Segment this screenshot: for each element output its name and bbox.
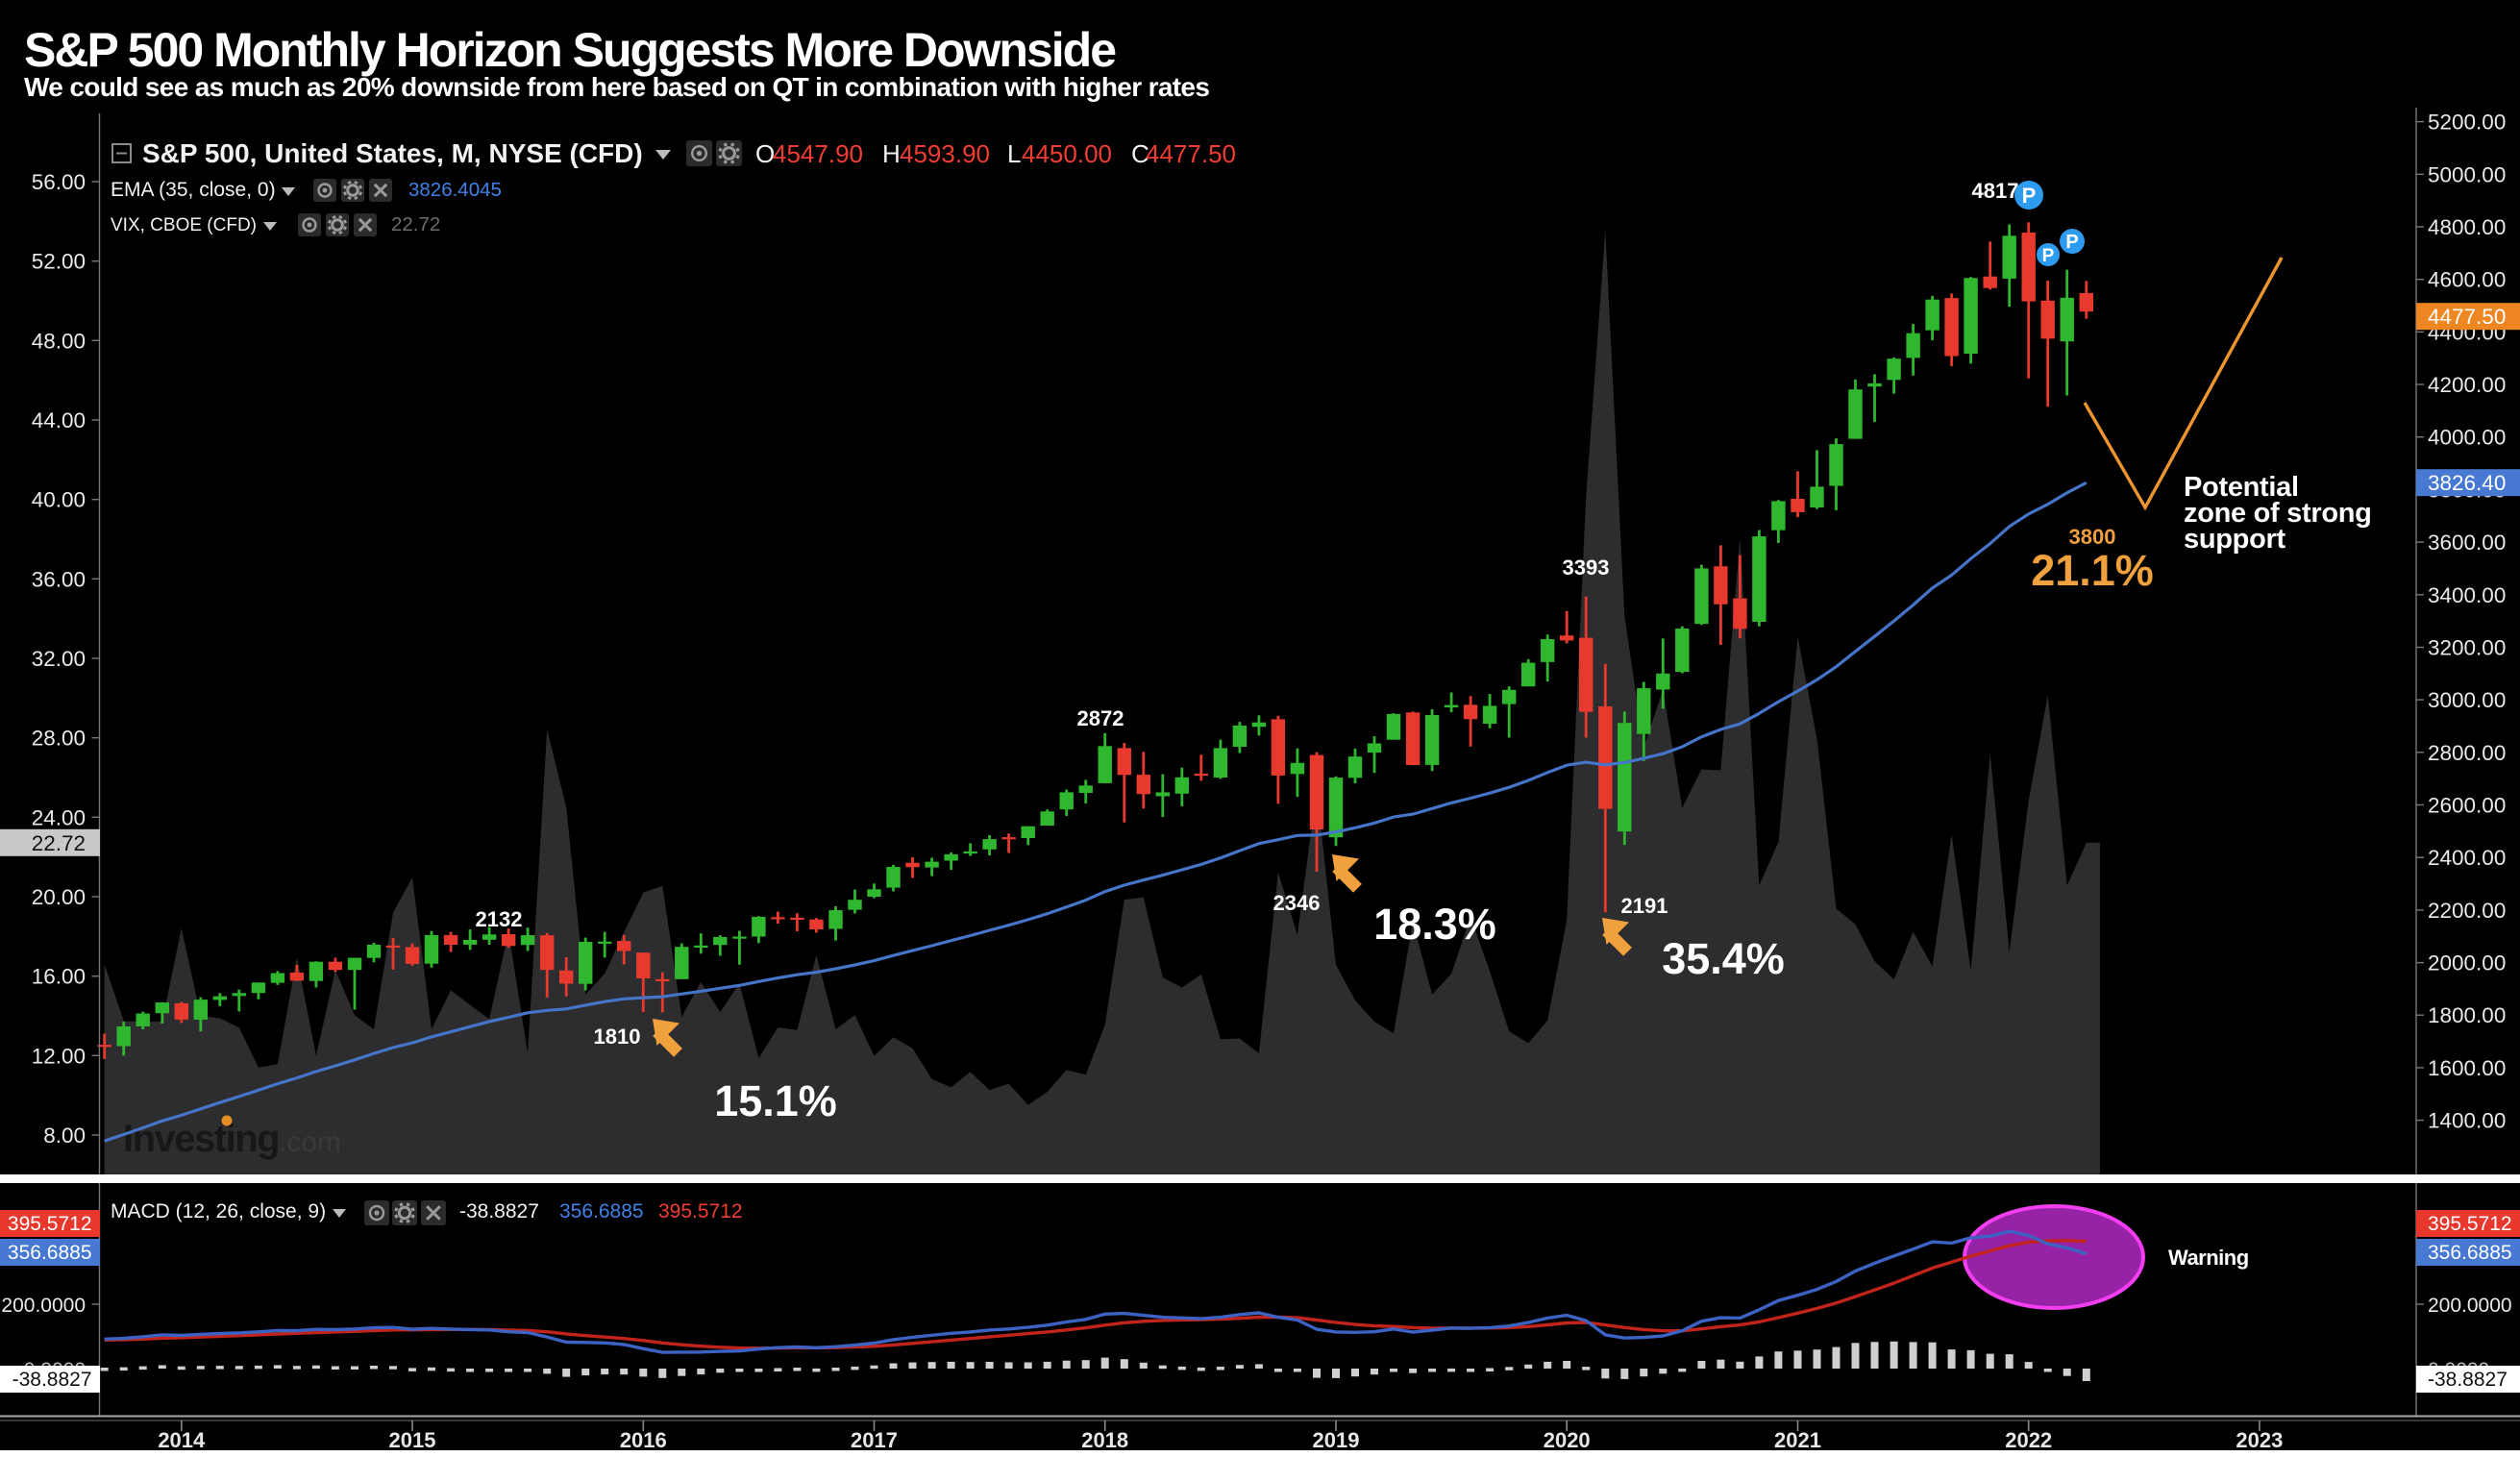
- svg-text:H: H: [882, 139, 901, 168]
- svg-text:52.00: 52.00: [32, 250, 86, 274]
- svg-text:2200.00: 2200.00: [2428, 899, 2506, 923]
- svg-text:44.00: 44.00: [32, 408, 86, 432]
- svg-text:3000.00: 3000.00: [2428, 688, 2506, 712]
- svg-text:3826.4045: 3826.4045: [408, 179, 502, 201]
- svg-text:2872: 2872: [1077, 706, 1124, 730]
- svg-text:S&P 500, United States, M, NYS: S&P 500, United States, M, NYSE (CFD): [142, 138, 643, 168]
- svg-text:Investing: Investing: [123, 1118, 279, 1160]
- svg-text:36.00: 36.00: [32, 567, 86, 591]
- svg-text:2021: 2021: [1774, 1428, 1821, 1452]
- svg-text:20.00: 20.00: [32, 885, 86, 909]
- svg-text:28.00: 28.00: [32, 727, 86, 751]
- svg-text:2020: 2020: [1544, 1428, 1591, 1452]
- svg-text:24.00: 24.00: [32, 805, 86, 829]
- svg-text:2346: 2346: [1273, 891, 1321, 915]
- svg-text:2015: 2015: [389, 1428, 436, 1452]
- svg-text:5000.00: 5000.00: [2428, 162, 2506, 186]
- svg-text:4800.00: 4800.00: [2428, 215, 2506, 239]
- svg-text:P: P: [2022, 184, 2037, 208]
- svg-text:4200.00: 4200.00: [2428, 373, 2506, 397]
- svg-text:200.0000: 200.0000: [1, 1295, 86, 1317]
- svg-text:2600.00: 2600.00: [2428, 794, 2506, 818]
- svg-text:VIX, CBOE (CFD): VIX, CBOE (CFD): [111, 215, 257, 235]
- svg-text:1600.00: 1600.00: [2428, 1056, 2506, 1080]
- svg-text:356.6885: 356.6885: [559, 1200, 644, 1222]
- svg-text:1800.00: 1800.00: [2428, 1003, 2506, 1027]
- svg-text:support: support: [2184, 524, 2285, 555]
- svg-text:395.5712: 395.5712: [658, 1200, 743, 1222]
- svg-text:1400.00: 1400.00: [2428, 1109, 2506, 1133]
- svg-text:3600.00: 3600.00: [2428, 531, 2506, 555]
- svg-text:4450.00: 4450.00: [1022, 139, 1112, 168]
- svg-text:4600.00: 4600.00: [2428, 268, 2506, 292]
- svg-text:Potential: Potential: [2184, 472, 2299, 503]
- svg-text:15.1%: 15.1%: [714, 1076, 837, 1125]
- svg-text:4477.50: 4477.50: [1146, 139, 1236, 168]
- svg-text:2023: 2023: [2236, 1428, 2283, 1452]
- svg-text:2017: 2017: [851, 1428, 898, 1452]
- svg-text:22.72: 22.72: [391, 213, 440, 235]
- svg-text:-38.8827: -38.8827: [12, 1369, 92, 1391]
- svg-text:2018: 2018: [1081, 1428, 1128, 1452]
- svg-text:3826.40: 3826.40: [2428, 471, 2506, 495]
- svg-text:4593.90: 4593.90: [900, 139, 990, 168]
- svg-text:200.0000: 200.0000: [2428, 1295, 2512, 1317]
- svg-text:2019: 2019: [1313, 1428, 1360, 1452]
- svg-text:-38.8827: -38.8827: [2428, 1369, 2508, 1391]
- svg-text:22.72: 22.72: [32, 831, 86, 855]
- svg-text:3393: 3393: [1563, 556, 1610, 580]
- svg-text:4477.50: 4477.50: [2428, 305, 2506, 329]
- svg-text:35.4%: 35.4%: [1662, 934, 1785, 983]
- svg-text:We could see as much as 20% do: We could see as much as 20% downside fro…: [24, 72, 1209, 102]
- svg-text:4000.00: 4000.00: [2428, 426, 2506, 450]
- svg-text:2191: 2191: [1621, 894, 1668, 918]
- svg-text:S&P 500 Monthly Horizon Sugges: S&P 500 Monthly Horizon Suggests More Do…: [24, 23, 1116, 77]
- svg-text:zone of strong: zone of strong: [2184, 498, 2372, 529]
- svg-text:32.00: 32.00: [32, 647, 86, 671]
- svg-text:L: L: [1007, 139, 1021, 168]
- svg-text:MACD (12, 26, close, 9): MACD (12, 26, close, 9): [111, 1200, 326, 1222]
- svg-text:56.00: 56.00: [32, 170, 86, 194]
- svg-text:16.00: 16.00: [32, 965, 86, 989]
- svg-text:EMA (35, close, 0): EMA (35, close, 0): [111, 179, 276, 201]
- svg-text:-38.8827: -38.8827: [459, 1200, 539, 1222]
- svg-text:8.00: 8.00: [43, 1124, 86, 1148]
- svg-text:356.6885: 356.6885: [2428, 1242, 2512, 1264]
- svg-text:.com: .com: [279, 1126, 341, 1158]
- svg-text:2000.00: 2000.00: [2428, 951, 2506, 975]
- svg-text:3200.00: 3200.00: [2428, 636, 2506, 660]
- svg-text:5200.00: 5200.00: [2428, 111, 2506, 135]
- svg-text:2800.00: 2800.00: [2428, 741, 2506, 765]
- svg-text:2400.00: 2400.00: [2428, 846, 2506, 870]
- svg-text:2014: 2014: [158, 1428, 206, 1452]
- svg-text:2132: 2132: [476, 907, 523, 931]
- svg-text:1810: 1810: [594, 1025, 641, 1049]
- svg-text:356.6885: 356.6885: [8, 1242, 92, 1264]
- svg-text:48.00: 48.00: [32, 329, 86, 353]
- svg-text:Warning: Warning: [2168, 1246, 2249, 1270]
- svg-text:12.00: 12.00: [32, 1044, 86, 1068]
- svg-text:395.5712: 395.5712: [8, 1213, 92, 1235]
- svg-text:40.00: 40.00: [32, 488, 86, 512]
- svg-text:3400.00: 3400.00: [2428, 583, 2506, 607]
- svg-text:P: P: [2065, 232, 2078, 253]
- svg-text:4547.90: 4547.90: [773, 139, 863, 168]
- svg-text:4817: 4817: [1972, 179, 2019, 203]
- svg-text:O: O: [755, 139, 775, 168]
- svg-text:2016: 2016: [620, 1428, 667, 1452]
- svg-text:C: C: [1131, 139, 1149, 168]
- svg-text:21.1%: 21.1%: [2031, 546, 2154, 595]
- svg-text:2022: 2022: [2005, 1428, 2052, 1452]
- svg-text:3800: 3800: [2069, 525, 2116, 549]
- svg-text:395.5712: 395.5712: [2428, 1213, 2512, 1235]
- svg-text:P: P: [2042, 246, 2055, 266]
- svg-text:18.3%: 18.3%: [1373, 900, 1496, 949]
